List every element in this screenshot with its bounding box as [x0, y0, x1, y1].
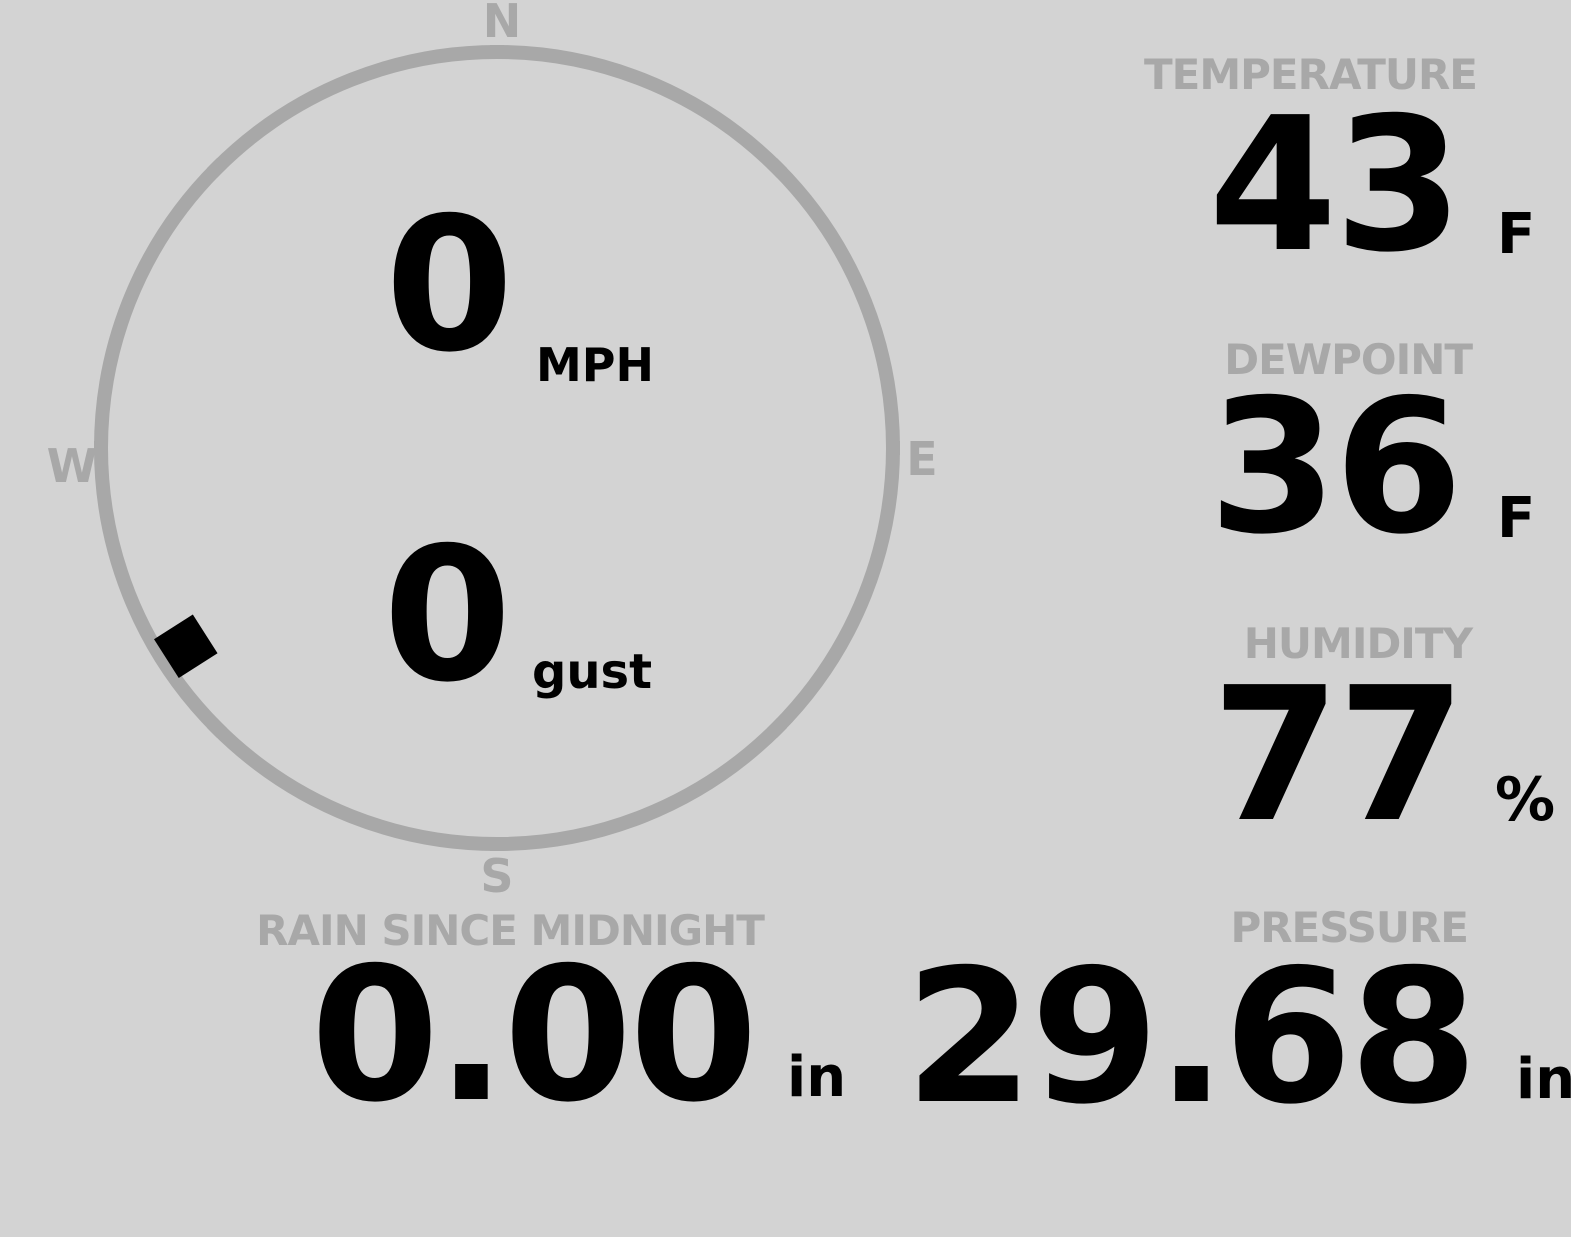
compass-label-south: S: [480, 849, 514, 903]
pressure-label: PRESSURE: [1230, 903, 1469, 952]
compass-ring: [94, 45, 900, 851]
rain-unit: in: [787, 1045, 847, 1110]
pressure-value: 29.68: [904, 929, 1478, 1145]
dewpoint-label: DEWPOINT: [1224, 335, 1473, 384]
rain-value: 0.00: [310, 927, 758, 1143]
temperature-unit: F: [1497, 202, 1536, 267]
compass-label-east: E: [906, 432, 938, 486]
compass-label-north: N: [482, 0, 522, 48]
temperature-value: 43: [1208, 77, 1463, 293]
wind-gust-unit: gust: [532, 644, 653, 700]
wind-speed-unit: MPH: [536, 338, 654, 392]
compass-ticks: [94, 45, 900, 851]
dewpoint-unit: F: [1497, 486, 1536, 551]
rain-label: RAIN SINCE MIDNIGHT: [256, 906, 765, 955]
dewpoint-value: 36: [1208, 359, 1463, 575]
compass-label-west: W: [46, 439, 98, 493]
pressure-unit: in: [1516, 1047, 1571, 1112]
wind-gust-value: 0: [383, 507, 512, 723]
wind-speed-value: 0: [385, 177, 514, 393]
wind-direction-marker-icon: [154, 614, 218, 679]
humidity-value: 77: [1211, 647, 1466, 863]
humidity-label: HUMIDITY: [1243, 619, 1473, 668]
humidity-unit: %: [1495, 765, 1556, 835]
temperature-label: TEMPERATURE: [1144, 50, 1478, 99]
